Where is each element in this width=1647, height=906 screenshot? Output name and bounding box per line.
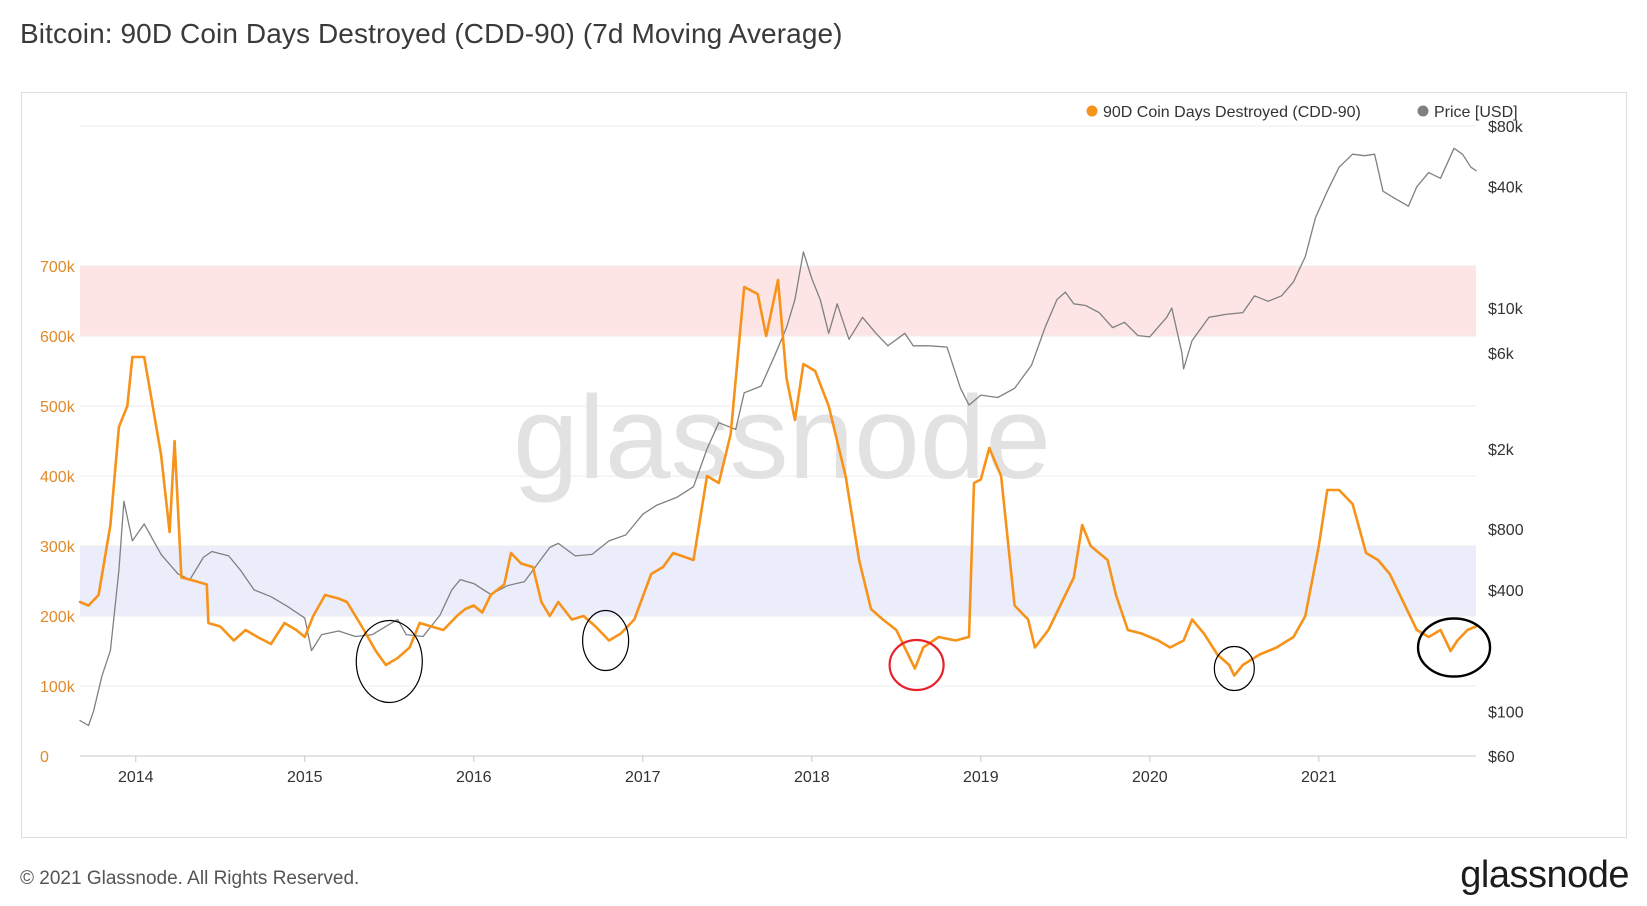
page-title: Bitcoin: 90D Coin Days Destroyed (CDD-90… xyxy=(20,18,843,49)
axes: 0 100k 200k 300k 400k 500k 600k 700k $60 $100 $400… xyxy=(40,119,1524,786)
legend-label-cdd: 90D Coin Days Destroyed (CDD-90) xyxy=(1103,104,1361,121)
y-right-tick-label: $400 xyxy=(1488,583,1524,600)
y-right-tick-label: $10k xyxy=(1488,301,1524,318)
band-0 xyxy=(80,266,1476,336)
cdd-series-line xyxy=(78,278,1478,677)
x-tick-label: 2017 xyxy=(625,769,661,786)
x-tick-label: 2018 xyxy=(794,769,830,786)
black-circle-annotation xyxy=(355,619,423,704)
y-left-tick-label: 500k xyxy=(40,399,76,416)
glassnode-logo[interactable]: glassnode xyxy=(1460,854,1629,896)
legend-swatch-price xyxy=(1417,105,1429,117)
x-tick-label: 2014 xyxy=(118,769,154,786)
black-circle-annotation xyxy=(1416,617,1492,678)
black-circle-annotation xyxy=(582,609,630,672)
y-left-tick-label: 100k xyxy=(40,679,76,696)
y-left-tick-label: 300k xyxy=(40,539,76,556)
y-left-tick-label: 700k xyxy=(40,259,76,276)
legend-label-price: Price [USD] xyxy=(1434,104,1518,121)
price-series-line xyxy=(79,147,1477,727)
y-left-tick-label: 0 xyxy=(40,749,49,766)
x-tick-label: 2016 xyxy=(456,769,492,786)
x-tick-label: 2021 xyxy=(1301,769,1337,786)
legend-item-price[interactable]: Price [USD] xyxy=(1417,104,1518,121)
y-left-tick-label: 200k xyxy=(40,609,76,626)
y-right-tick-label: $60 xyxy=(1488,749,1515,766)
legend-swatch-cdd xyxy=(1086,105,1098,117)
watermark: glassnode xyxy=(513,372,1051,504)
black-circle-annotation xyxy=(1213,645,1255,692)
y-right-tick-label: $6k xyxy=(1488,346,1515,363)
series-layer xyxy=(78,147,1478,727)
y-right-tick-label: $40k xyxy=(1488,180,1524,197)
x-tick-label: 2020 xyxy=(1132,769,1168,786)
y-right-tick-label: $800 xyxy=(1488,522,1524,539)
y-left-tick-label: 600k xyxy=(40,329,76,346)
y-right-tick-label: $2k xyxy=(1488,442,1515,459)
legend: 90D Coin Days Destroyed (CDD-90) Price [U… xyxy=(1086,104,1518,121)
x-tick-label: 2019 xyxy=(963,769,999,786)
y-right-tick-label: $80k xyxy=(1488,119,1524,136)
annotations xyxy=(355,609,1492,704)
y-left-tick-label: 400k xyxy=(40,469,76,486)
red-circle-annotation xyxy=(888,638,945,692)
x-tick-label: 2015 xyxy=(287,769,323,786)
chart-frame xyxy=(21,92,1627,838)
bands xyxy=(80,266,1476,616)
legend-item-cdd[interactable]: 90D Coin Days Destroyed (CDD-90) xyxy=(1086,104,1361,121)
y-right-tick-label: $100 xyxy=(1488,704,1524,721)
band-1 xyxy=(80,546,1476,616)
footer-copyright: © 2021 Glassnode. All Rights Reserved. xyxy=(20,868,360,889)
